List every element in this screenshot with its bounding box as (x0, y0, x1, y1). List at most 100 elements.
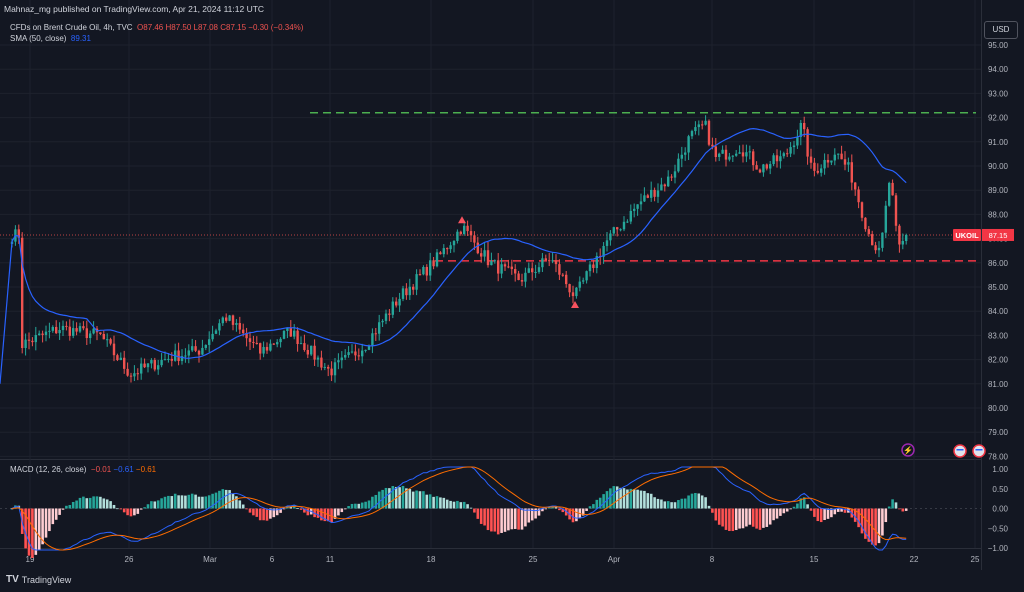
candle-body (520, 280, 524, 282)
macd-histogram-bar (340, 508, 344, 513)
macd-histogram-bar (391, 486, 395, 509)
candle-body (554, 260, 558, 265)
macd-histogram-bar (734, 508, 738, 531)
candle-body (473, 235, 476, 243)
time-tick-label: 6 (270, 555, 275, 564)
time-tick-label: Mar (203, 555, 217, 564)
candle-body (541, 258, 544, 268)
macd-signal-value: −0.61 (135, 465, 157, 474)
macd-histogram-bar (469, 507, 473, 509)
macd-histogram-bar (418, 491, 422, 509)
candle-body (803, 122, 806, 130)
candle-body (126, 368, 129, 376)
candle-body (187, 350, 190, 356)
candle-body (650, 189, 653, 198)
candle-body (877, 247, 881, 251)
macd-histogram-bar (581, 508, 585, 516)
candle-body (72, 328, 75, 336)
candle-body (41, 333, 44, 335)
macd-histogram-bar (224, 489, 228, 509)
macd-histogram-bar (269, 508, 272, 519)
macd-histogram-bar (364, 501, 367, 509)
macd-histogram-bar (561, 508, 565, 513)
macd-histogram-bar (258, 508, 262, 521)
tradingview-footer[interactable]: TV TradingView (6, 574, 71, 585)
candle-body (24, 339, 27, 349)
macd-histogram-bar (452, 501, 456, 509)
candle-body (218, 323, 221, 331)
candle-body (514, 269, 517, 274)
candle-body (531, 268, 534, 273)
candle-body (592, 264, 595, 269)
lightning-event-icon[interactable] (901, 443, 915, 457)
currency-button[interactable]: USD (984, 21, 1018, 39)
macd-histogram-bar (653, 497, 656, 509)
candle-body (602, 245, 605, 257)
macd-histogram-bar (813, 508, 816, 517)
price-tick-label: 85.00 (988, 283, 1009, 292)
macd-histogram-bar (649, 493, 653, 509)
macd-histogram-bar (904, 508, 908, 511)
macd-histogram-bar (571, 508, 575, 523)
candle-body (588, 264, 592, 272)
macd-histogram-bar (598, 497, 602, 509)
candle-body (333, 362, 337, 376)
candle-body (61, 325, 65, 330)
candle-body (259, 343, 262, 354)
macd-histogram-bar (207, 495, 211, 509)
macd-histogram-bar (367, 500, 371, 509)
macd-histogram-bar (265, 508, 269, 521)
candle-body (129, 375, 133, 377)
candle-body (765, 164, 768, 169)
candle-body (769, 164, 772, 169)
us-flag-event-icon[interactable] (972, 444, 986, 458)
candle-body (456, 231, 459, 241)
candle-body (663, 184, 666, 187)
macd-histogram-bar (105, 499, 109, 509)
sma-legend[interactable]: SMA (50, close) 89.31 (10, 34, 91, 43)
macd-histogram-bar (772, 508, 775, 521)
candle-body (323, 366, 326, 368)
candle-body (493, 260, 496, 262)
candle-body (843, 159, 847, 165)
macd-histogram-bar (204, 496, 208, 509)
candle-body (160, 359, 163, 366)
macd-histogram-bar (116, 508, 119, 510)
candle-body (755, 165, 758, 170)
symbol-legend[interactable]: CFDs on Brent Crude Oil, 4h, TVC O87.46 … (10, 23, 303, 32)
candle-body (558, 264, 561, 275)
candle-body (163, 359, 167, 361)
macd-histogram-bar (544, 508, 548, 510)
candle-body (330, 368, 333, 376)
macd-histogram-bar (190, 493, 194, 509)
us-flag-event-icon[interactable] (953, 444, 967, 458)
candle-body (673, 171, 677, 178)
macd-tick-label: −1.00 (988, 544, 1009, 553)
price-tick-label: 83.00 (988, 331, 1009, 340)
candle-body (690, 131, 694, 137)
candle-body (874, 245, 877, 251)
candle-body (140, 363, 143, 374)
candle-body (412, 286, 415, 290)
candle-body (881, 232, 884, 248)
candle-body (616, 227, 619, 230)
candle-body (670, 176, 673, 178)
macd-histogram-bar (150, 501, 153, 509)
candle-body (388, 313, 391, 315)
candle-body (582, 280, 585, 282)
candle-body (153, 360, 156, 370)
candle-body (361, 350, 364, 357)
candle-body (714, 146, 717, 158)
price-tick-label: 90.00 (988, 162, 1009, 171)
macd-legend[interactable]: MACD (12, 26, close) −0.01 −0.61 −0.61 (10, 465, 156, 474)
candle-body (799, 122, 802, 137)
ohlc-low: L87.08 (193, 23, 218, 32)
candle-body (867, 229, 870, 235)
macd-histogram-bar (245, 508, 248, 510)
candle-body (136, 373, 139, 375)
flag-stripe (956, 449, 964, 451)
price-tick-label: 86.00 (988, 259, 1009, 268)
macd-histogram-bar (44, 508, 48, 538)
macd-line-value: −0.61 (113, 465, 134, 474)
